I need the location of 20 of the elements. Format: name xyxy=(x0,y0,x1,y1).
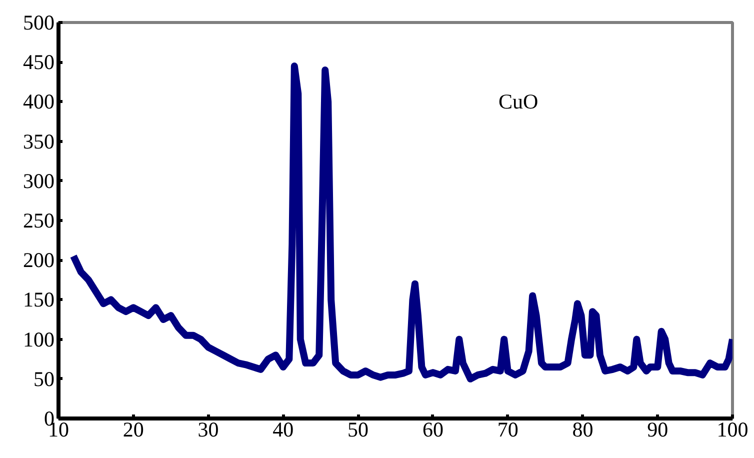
x-tick-label: 20 xyxy=(122,418,144,442)
y-tick-label: 200 xyxy=(23,248,54,272)
x-tick-label: 30 xyxy=(198,418,219,442)
x-tick-label: 60 xyxy=(422,418,444,442)
y-tick-label: 100 xyxy=(23,327,54,352)
x-tick-label: 40 xyxy=(272,418,294,442)
x-tick-label: 90 xyxy=(647,418,668,442)
y-tick-label: 150 xyxy=(23,288,54,312)
x-tick-label: 80 xyxy=(572,418,594,442)
y-tick-label: 500 xyxy=(23,10,54,34)
y-tick-label: 400 xyxy=(23,90,54,114)
x-tick-label: 100 xyxy=(716,418,748,442)
y-tick-label: 50 xyxy=(34,366,54,391)
y-tick-label: 450 xyxy=(23,50,54,74)
y-tick-label: 350 xyxy=(23,129,54,154)
x-tick-label: 50 xyxy=(348,418,369,442)
annotation: CuO xyxy=(498,90,538,114)
y-tick-label: 250 xyxy=(23,208,54,232)
y-tick-label: 300 xyxy=(23,168,54,193)
x-tick-label: 70 xyxy=(497,418,518,442)
